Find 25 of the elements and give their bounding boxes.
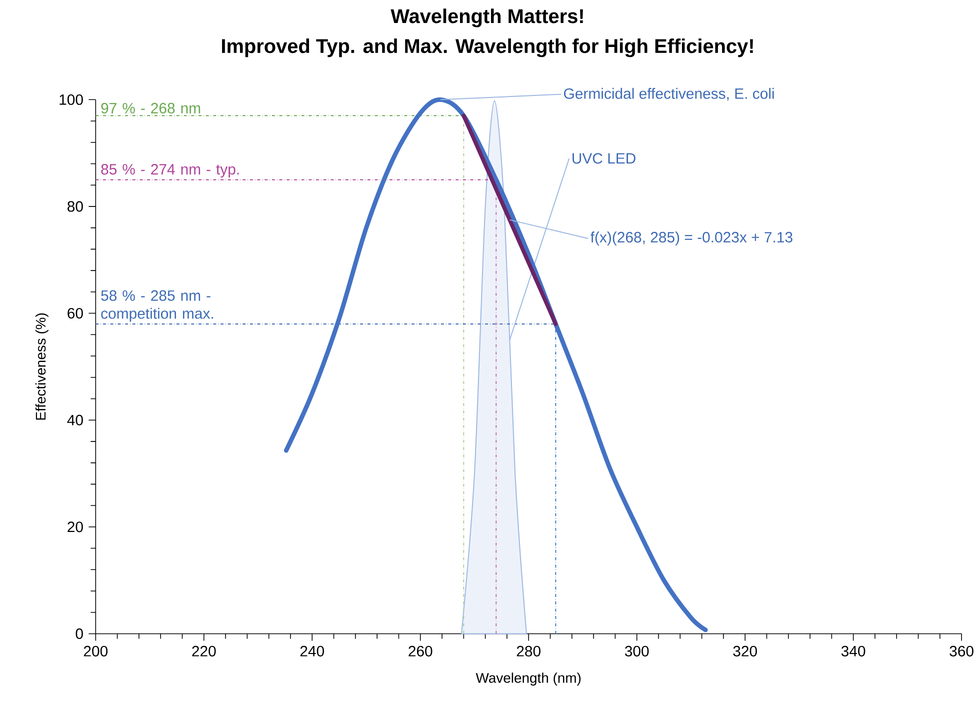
y-tick-label: 100 xyxy=(60,94,83,105)
y-tick-label: 20 xyxy=(68,521,83,532)
x-tick-label: 320 xyxy=(733,646,757,656)
text: f(x)(268, 285) = -0.023x + 7.13 xyxy=(590,231,792,246)
x-tick-label: 280 xyxy=(516,646,540,656)
y-axis-title: Effectiveness (%) xyxy=(35,313,48,420)
y-tick-label: 40 xyxy=(67,414,83,426)
chart-subtitle: Improved Typ. and Max. Wavelength for High Efficiency! xyxy=(222,38,753,57)
y-tick-label: 0 xyxy=(76,628,83,639)
ref-line-label: 97 % - 268 nm xyxy=(101,102,200,114)
y-tick-label: 80 xyxy=(68,200,83,212)
x-tick-label: 260 xyxy=(408,646,432,656)
x-axis-title: Wavelength (nm) xyxy=(476,672,581,686)
x-tick-label: 220 xyxy=(192,646,216,656)
ref-line-label: 85 % - 274 nm - typ. xyxy=(101,164,239,178)
x-tick-label: 360 xyxy=(950,646,974,656)
ref-line-label: 58 % - 285 nm - competition max. xyxy=(101,290,213,322)
y-tick-label: 60 xyxy=(68,308,83,318)
x-tick-label: 200 xyxy=(84,646,108,656)
text: Germicidal effectiveness, E. coli xyxy=(564,88,774,100)
x-tick-label: 340 xyxy=(841,646,866,656)
x-tick-label: 300 xyxy=(624,646,649,656)
chart-title: Wavelength Matters! xyxy=(390,8,583,28)
x-tick-label: 240 xyxy=(300,646,324,656)
text: UVC LED xyxy=(572,152,636,164)
